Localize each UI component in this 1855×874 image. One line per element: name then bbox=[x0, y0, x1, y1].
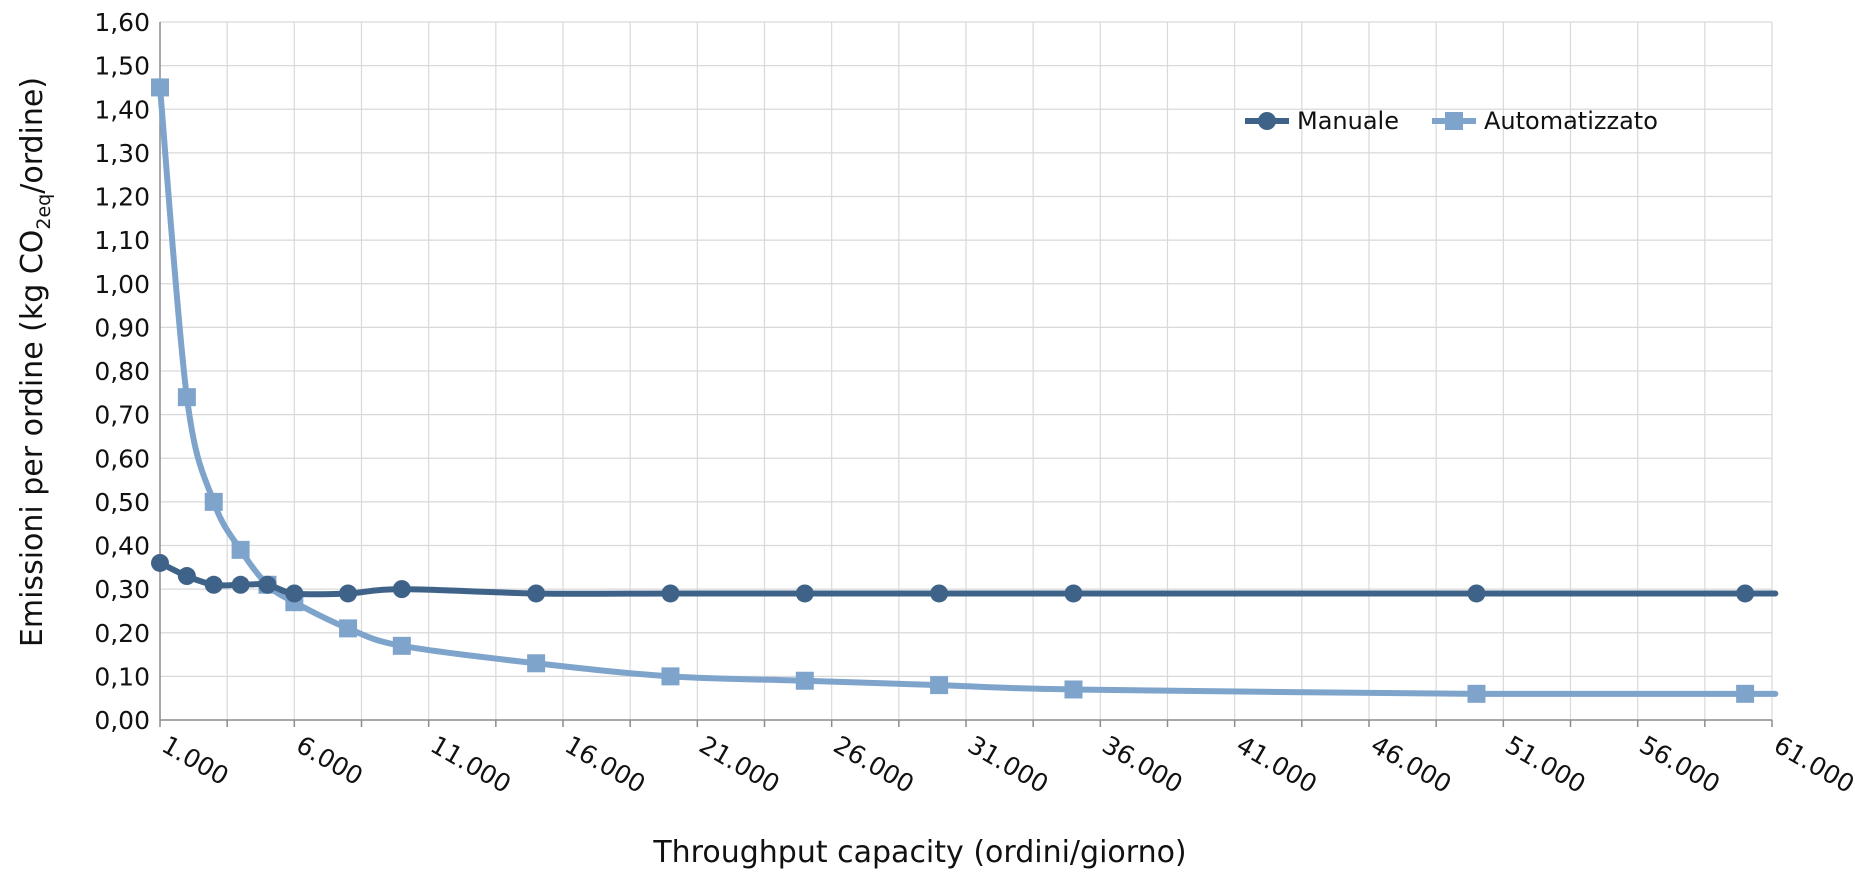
data-point bbox=[204, 575, 223, 594]
y-tick-label: 0,10 bbox=[94, 662, 150, 691]
x-tick-label: 31.000 bbox=[963, 730, 1053, 799]
y-tick-label: 0,70 bbox=[94, 401, 150, 430]
y-axis-title-main: Emissioni per ordine (kg CO bbox=[15, 230, 50, 647]
y-tick-label: 1,00 bbox=[94, 270, 150, 299]
y-tick-label: 0,60 bbox=[94, 444, 150, 473]
data-point bbox=[151, 553, 169, 572]
y-tick-label: 1,60 bbox=[94, 8, 150, 37]
data-point bbox=[177, 388, 196, 407]
data-point bbox=[661, 667, 680, 686]
data-point bbox=[1736, 684, 1755, 703]
x-tick-label: 26.000 bbox=[829, 730, 919, 799]
axes bbox=[159, 22, 1773, 727]
data-point bbox=[392, 636, 411, 655]
y-tick-label: 0,40 bbox=[94, 532, 150, 561]
x-tick-label: 21.000 bbox=[694, 730, 784, 799]
data-point bbox=[527, 654, 546, 673]
data-point bbox=[151, 78, 169, 97]
series bbox=[151, 78, 1779, 703]
y-tick-label: 0,90 bbox=[94, 313, 150, 342]
data-point bbox=[930, 676, 949, 695]
y-tick-label: 0,20 bbox=[94, 619, 150, 648]
x-tick-label: 41.000 bbox=[1232, 730, 1322, 799]
series-manuale bbox=[151, 553, 1779, 603]
y-axis-tick-labels: 0,00 0,10 0,20 0,30 0,40 0,50 0,60 0,70 0,80 0,90… bbox=[94, 8, 150, 735]
series-line bbox=[157, 84, 1779, 698]
y-axis-title-suffix: /ordine) bbox=[15, 77, 50, 194]
y-axis-title-subscript: 2eq bbox=[33, 194, 55, 230]
data-point bbox=[795, 584, 814, 603]
data-point bbox=[231, 575, 250, 594]
data-point bbox=[285, 584, 304, 603]
legend-label: Manuale bbox=[1297, 107, 1399, 135]
legend-item-manuale: Manuale bbox=[1245, 107, 1399, 135]
data-point bbox=[1736, 584, 1755, 603]
legend-label: Automatizzato bbox=[1484, 107, 1658, 135]
x-tick-label: 51.000 bbox=[1500, 730, 1590, 799]
x-tick-label: 6.000 bbox=[291, 730, 367, 791]
x-tick-label: 61.000 bbox=[1769, 730, 1855, 799]
data-point bbox=[258, 575, 277, 594]
y-tick-label: 0,80 bbox=[94, 357, 150, 386]
data-point bbox=[1064, 584, 1083, 603]
x-axis-title: Throughput capacity (ordini/giorno) bbox=[652, 835, 1186, 870]
data-point bbox=[1467, 584, 1486, 603]
data-point bbox=[204, 492, 223, 511]
y-tick-label: 1,50 bbox=[94, 52, 150, 81]
x-axis-tick-labels: 1.000 6.000 11.000 16.000 21.000 26.000 31.000… bbox=[157, 730, 1855, 799]
y-tick-label: 0,50 bbox=[94, 488, 150, 517]
data-point bbox=[930, 584, 949, 603]
grid bbox=[160, 21, 1773, 720]
data-point bbox=[177, 567, 196, 586]
y-tick-label: 1,40 bbox=[94, 95, 150, 124]
data-point bbox=[661, 584, 680, 603]
data-point bbox=[392, 580, 411, 599]
y-tick-label: 0,30 bbox=[94, 575, 150, 604]
legend-marker bbox=[1445, 112, 1463, 130]
y-tick-label: 1,30 bbox=[94, 139, 150, 168]
y-tick-label: 0,00 bbox=[94, 706, 150, 735]
legend: Manuale Automatizzato bbox=[1245, 107, 1658, 135]
x-tick-label: 46.000 bbox=[1366, 730, 1456, 799]
data-point bbox=[339, 584, 358, 603]
x-tick-label: 56.000 bbox=[1635, 730, 1725, 799]
data-point bbox=[795, 671, 814, 690]
data-point bbox=[339, 619, 358, 638]
x-tick-label: 16.000 bbox=[560, 730, 650, 799]
legend-item-automatizzato: Automatizzato bbox=[1432, 107, 1658, 135]
x-tick-label: 36.000 bbox=[1097, 730, 1187, 799]
y-tick-label: 1,20 bbox=[94, 183, 150, 212]
legend-marker bbox=[1258, 112, 1276, 130]
y-tick-label: 1,10 bbox=[94, 226, 150, 255]
data-point bbox=[527, 584, 546, 603]
data-point bbox=[1467, 684, 1486, 703]
data-point bbox=[1064, 680, 1083, 699]
x-tick-label: 1.000 bbox=[157, 730, 233, 791]
y-axis-title: Emissioni per ordine (kg CO2eq/ordine) bbox=[15, 77, 55, 647]
series-automatizzato bbox=[151, 78, 1779, 703]
data-point bbox=[231, 540, 250, 559]
x-tick-label: 11.000 bbox=[426, 730, 516, 799]
